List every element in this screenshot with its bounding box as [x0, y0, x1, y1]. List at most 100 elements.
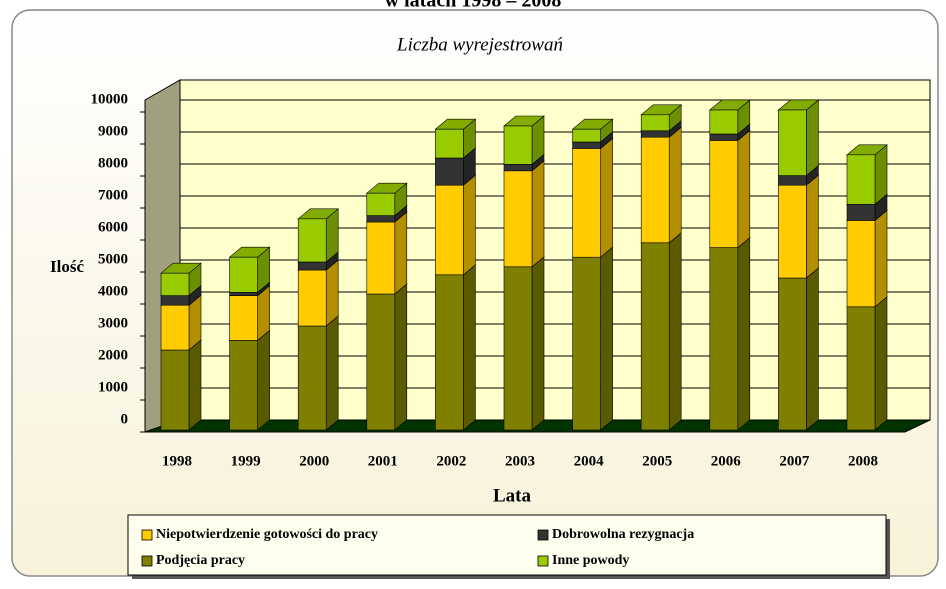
y-tick-label: 8000: [98, 155, 128, 171]
legend-label: Niepotwierdzenie gotowości do pracy: [156, 527, 378, 542]
bar-side: [531, 160, 545, 268]
y-tick-label: 0: [121, 411, 129, 427]
x-tick-label: 2000: [299, 453, 329, 469]
bar: [229, 256, 258, 293]
bar: [572, 148, 601, 258]
bar-side: [463, 174, 476, 276]
bar: [160, 272, 190, 296]
bar: [160, 295, 190, 306]
bar: [435, 274, 464, 431]
bar: [160, 349, 190, 431]
bar-side: [325, 315, 339, 431]
y-axis-label: Ilość: [50, 257, 84, 276]
bar: [640, 136, 670, 244]
bar: [778, 175, 807, 186]
legend-swatch: [141, 529, 153, 541]
x-axis-label: Lata: [493, 485, 532, 506]
bar: [297, 325, 327, 431]
bar: [640, 130, 670, 138]
bar-side: [600, 246, 613, 431]
legend-label: Podjęcia pracy: [156, 553, 245, 568]
y-tick-label: 9000: [98, 123, 128, 139]
bar: [297, 269, 327, 327]
bar-side: [463, 264, 476, 431]
bar: [572, 141, 601, 149]
bar-side: [668, 232, 682, 431]
bar: [778, 109, 807, 176]
legend-label: Inne powody: [552, 553, 629, 568]
x-tick-label: 2007: [779, 453, 810, 469]
bar: [229, 340, 258, 431]
bar: [503, 164, 533, 172]
bar: [778, 277, 807, 431]
x-tick-label: 1998: [162, 453, 192, 469]
bar-side: [257, 329, 270, 431]
bar: [503, 266, 533, 431]
bar-side: [874, 144, 888, 206]
x-tick-label: 2003: [505, 453, 535, 469]
bar-side: [325, 259, 339, 327]
bar: [297, 261, 327, 271]
y-tick-label: 4000: [98, 283, 128, 299]
bar: [709, 109, 739, 135]
bar: [778, 184, 807, 279]
legend-swatch: [537, 555, 549, 567]
bar: [640, 242, 670, 431]
bar: [435, 128, 464, 159]
x-tick-label: 2001: [368, 453, 398, 469]
bar: [366, 293, 396, 431]
bar-side: [531, 256, 545, 431]
bar-side: [188, 339, 202, 431]
bar: [366, 215, 396, 223]
bar: [846, 306, 876, 431]
bar: [572, 256, 601, 431]
x-tick-label: 2002: [436, 453, 466, 469]
chart-title: w latach 1998 – 2008: [385, 0, 562, 12]
bar: [229, 292, 258, 296]
bar: [640, 114, 670, 132]
bar: [435, 184, 464, 276]
x-tick-label: 1999: [231, 453, 261, 469]
bar-side: [874, 209, 888, 308]
bar: [229, 295, 258, 341]
x-tick-label: 2008: [848, 453, 878, 469]
bar: [366, 192, 396, 216]
y-tick-label: 6000: [98, 219, 128, 235]
bar-side: [874, 296, 888, 431]
bar-side: [737, 236, 751, 431]
bar: [503, 125, 533, 165]
bar-side: [806, 267, 819, 431]
y-tick-label: 3000: [98, 315, 128, 331]
bar: [846, 220, 876, 308]
y-tick-label: 10000: [91, 91, 129, 107]
bar: [709, 133, 739, 141]
legend-swatch: [141, 555, 153, 567]
bar: [846, 204, 876, 221]
bar-side: [600, 137, 613, 258]
bar-side: [668, 126, 682, 244]
y-tick-label: 2000: [98, 347, 128, 363]
bar-side: [737, 129, 751, 249]
legend-label: Dobrowolna rezygnacja: [552, 527, 694, 542]
bar: [297, 218, 327, 263]
bar: [846, 154, 876, 205]
y-tick-label: 5000: [98, 251, 128, 267]
bar: [572, 128, 601, 143]
bar: [709, 140, 739, 248]
bar-side: [394, 283, 408, 431]
bar-side: [806, 99, 819, 177]
bar-side: [806, 174, 819, 279]
bar: [160, 304, 190, 351]
legend: [127, 514, 887, 576]
bar: [366, 221, 396, 295]
x-tick-label: 2004: [574, 453, 605, 469]
bar: [503, 170, 533, 268]
chart-subtitle: Liczba wyrejestrowań: [396, 34, 563, 55]
bar: [435, 157, 464, 186]
y-tick-label: 1000: [98, 379, 128, 395]
legend-swatch: [537, 529, 549, 541]
bar-side: [394, 211, 408, 295]
x-tick-label: 2006: [711, 453, 742, 469]
x-tick-label: 2005: [642, 453, 672, 469]
